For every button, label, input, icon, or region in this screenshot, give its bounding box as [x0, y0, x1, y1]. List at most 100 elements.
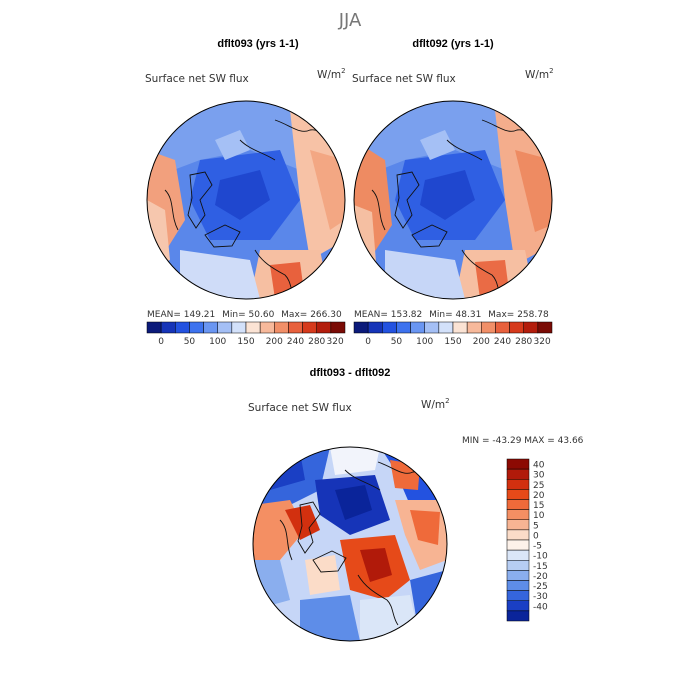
colorbar-swatch — [330, 321, 346, 334]
colorbar-swatch — [506, 570, 530, 581]
colorbar-swatch — [509, 321, 524, 334]
panel-dflt093: dflt093 (yrs 1-1) Surface net SW flux W/… — [145, 38, 346, 347]
colorbar-swatch — [506, 519, 530, 531]
colorbar-swatch — [203, 321, 218, 334]
colorbar-tick-label: 40 — [533, 461, 545, 471]
stats-dflt093: MEAN= 149.21 Min= 50.60 Max= 266.30 — [147, 310, 342, 320]
colorbar-swatch — [175, 321, 190, 334]
colorbar-tick-label: 0 — [533, 531, 539, 541]
map-field-dflt092 — [354, 101, 552, 299]
colorbar-tick-label: 200 — [266, 337, 283, 347]
colorbar-swatch — [231, 321, 247, 334]
colorbar-swatch — [506, 580, 530, 591]
coastlines-difference — [279, 461, 444, 626]
colorbar-swatch — [537, 321, 553, 334]
colorbar-tick-label: -30 — [533, 592, 548, 602]
colorbar-tick-label: -15 — [533, 562, 548, 572]
panel-title-dflt093: dflt093 (yrs 1-1) — [217, 38, 299, 50]
colorbar-swatch — [410, 321, 425, 334]
colorbar-dflt092: 0 50 100 150 200 240 280 320 — [353, 321, 553, 347]
colorbar-swatch — [396, 321, 411, 334]
colorbar-tick-label: -5 — [533, 542, 542, 552]
colorbar-swatch — [506, 600, 530, 612]
colorbar-swatch — [506, 468, 530, 480]
colorbar-swatch — [367, 321, 383, 334]
colorbar-tick-label: 25 — [533, 481, 544, 491]
colorbar-swatch — [424, 321, 440, 334]
colorbar-tick-label: 240 — [287, 337, 304, 347]
colorbar-swatch — [506, 529, 530, 541]
map-field-dflt093 — [147, 101, 345, 299]
field-label-dflt092: Surface net SW flux — [352, 73, 456, 85]
colorbar-swatch — [523, 321, 539, 334]
colorbar-swatch — [481, 321, 496, 334]
colorbar-tick-label: -25 — [533, 582, 548, 592]
colorbar-swatch — [302, 321, 317, 334]
colorbar-swatch — [316, 321, 332, 334]
colorbar-tick-label: 100 — [416, 337, 433, 347]
colorbar-tick-label: 0 — [365, 337, 371, 347]
colorbar-swatch — [506, 549, 530, 561]
season-title: JJA — [338, 10, 362, 31]
colorbar-tick-label: 280 — [308, 337, 325, 347]
panel-title-difference: dflt093 - dflt092 — [310, 367, 391, 379]
coastlines-dflt093 — [164, 119, 341, 299]
colorbar-tick-label: -10 — [533, 552, 548, 562]
colorbar-swatch — [189, 321, 204, 334]
map-boundary-difference — [252, 446, 448, 642]
units-label-dflt092: W/m2 — [525, 67, 554, 81]
colorbar-tick-label: -20 — [533, 572, 548, 582]
panel-difference: dflt093 - dflt092 Surface net SW flux W/… — [248, 367, 584, 642]
colorbar-tick-label: 10 — [533, 511, 545, 521]
colorbar-swatch — [506, 499, 530, 510]
colorbar-swatch — [506, 458, 530, 470]
panel-title-dflt092: dflt092 (yrs 1-1) — [412, 38, 494, 50]
field-label-dflt093: Surface net SW flux — [145, 73, 249, 85]
colorbar-tick-label: 150 — [237, 337, 254, 347]
field-label-difference: Surface net SW flux — [248, 402, 352, 414]
colorbar-swatch — [452, 321, 468, 334]
colorbar-swatch — [245, 321, 261, 334]
colorbar-dflt093: 0 50 100 150 200 240 280 320 — [146, 321, 346, 347]
colorbar-swatch — [353, 321, 369, 334]
colorbar-swatch — [146, 321, 162, 334]
colorbar-swatch — [506, 590, 530, 601]
colorbar-tick-label: 50 — [391, 337, 403, 347]
colorbar-tick-label: 20 — [533, 491, 545, 501]
colorbar-tick-label: 280 — [515, 337, 532, 347]
colorbar-tick-label: 200 — [473, 337, 490, 347]
colorbar-tick-label: 5 — [533, 521, 539, 531]
colorbar-swatch — [506, 479, 530, 490]
colorbar-swatch — [217, 321, 233, 334]
colorbar-swatch — [382, 321, 397, 334]
colorbar-swatch — [466, 321, 482, 334]
units-label-dflt093: W/m2 — [317, 67, 346, 81]
colorbar-swatch — [506, 509, 530, 520]
stats-dflt092: MEAN= 153.82 Min= 48.31 Max= 258.78 — [354, 310, 549, 320]
map-boundary-dflt093 — [146, 100, 346, 300]
colorbar-tick-label: 15 — [533, 501, 544, 511]
colorbar-tick-label: 320 — [534, 337, 551, 347]
colorbar-swatch — [259, 321, 275, 334]
map-boundary-dflt092 — [353, 100, 553, 300]
colorbar-tick-label: 50 — [184, 337, 196, 347]
colorbar-swatch — [506, 560, 530, 571]
colorbar-tick-label: -40 — [533, 602, 548, 612]
colorbar-tick-label: 100 — [209, 337, 226, 347]
colorbar-tick-label: 320 — [327, 337, 344, 347]
colorbar-swatch — [495, 321, 510, 334]
colorbar-swatch — [506, 539, 530, 551]
colorbar-swatch — [274, 321, 289, 334]
colorbar-swatch — [288, 321, 303, 334]
panel-dflt092: dflt092 (yrs 1-1) Surface net SW flux W/… — [352, 38, 554, 347]
stats-difference: MIN = -43.29 MAX = 43.66 — [462, 436, 584, 446]
colorbar-swatch — [506, 610, 530, 622]
map-field-difference — [253, 447, 447, 641]
colorbar-swatch — [506, 489, 530, 500]
colorbar-swatch — [160, 321, 176, 334]
colorbar-tick-label: 150 — [444, 337, 461, 347]
units-label-difference: W/m2 — [421, 397, 450, 411]
colorbar-tick-label: 240 — [494, 337, 511, 347]
